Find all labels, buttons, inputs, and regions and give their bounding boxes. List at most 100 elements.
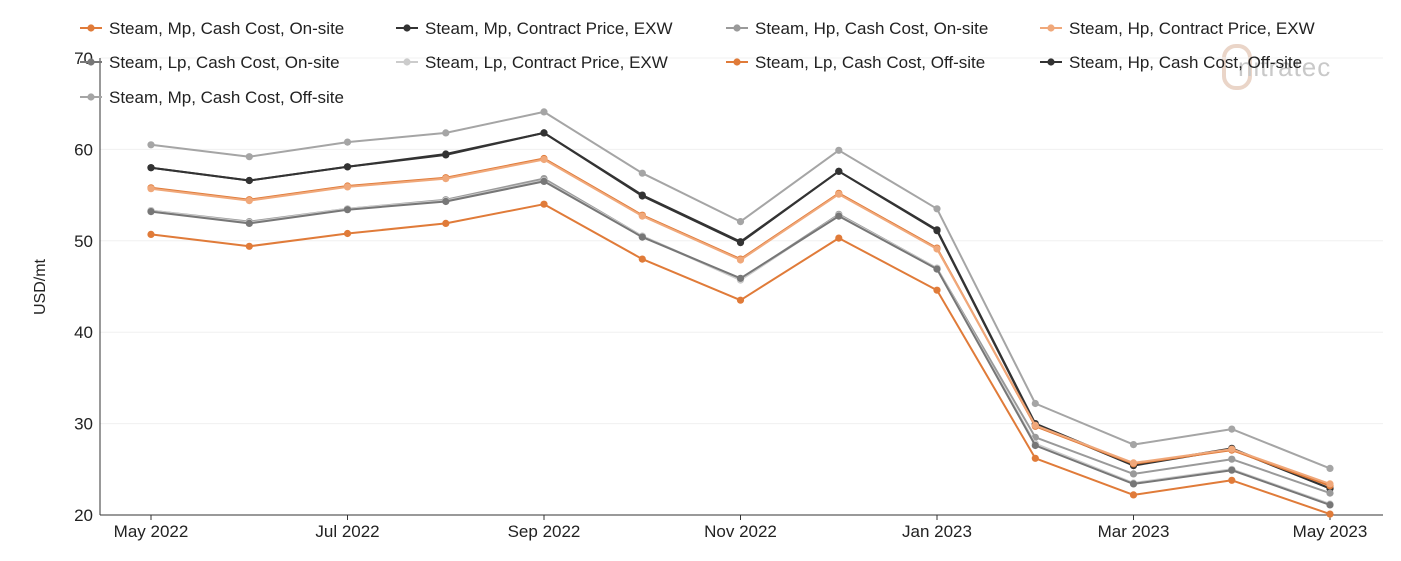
data-point[interactable]: [638, 212, 646, 220]
data-point[interactable]: [736, 296, 745, 304]
series-5: [147, 177, 1334, 509]
data-point[interactable]: [245, 197, 253, 205]
legend-item[interactable]: Steam, Hp, Cash Cost, On-site: [726, 19, 988, 38]
data-point[interactable]: [933, 226, 941, 234]
data-point[interactable]: [933, 245, 941, 253]
data-point[interactable]: [736, 256, 745, 264]
data-point[interactable]: [147, 185, 155, 193]
data-point[interactable]: [442, 175, 450, 183]
data-point[interactable]: [540, 108, 548, 116]
legend-item[interactable]: Steam, Hp, Contract Price, EXW: [1040, 19, 1315, 38]
legend-item[interactable]: Steam, Lp, Cash Cost, On-site: [80, 53, 340, 72]
data-point[interactable]: [1129, 480, 1138, 488]
legend-swatch-marker: [403, 58, 411, 66]
data-point[interactable]: [933, 205, 941, 213]
data-point[interactable]: [540, 177, 548, 185]
data-point[interactable]: [540, 129, 548, 137]
legend-swatch-marker: [733, 24, 741, 32]
logo-text: nitratec: [1238, 52, 1331, 82]
data-point[interactable]: [1129, 441, 1138, 449]
data-point[interactable]: [638, 233, 646, 241]
data-point[interactable]: [835, 167, 843, 175]
data-point[interactable]: [1129, 470, 1138, 478]
data-point[interactable]: [1031, 441, 1039, 450]
data-point[interactable]: [442, 150, 450, 158]
x-tick-label: Jul 2022: [315, 522, 379, 541]
data-point[interactable]: [245, 219, 253, 227]
legend-item[interactable]: Steam, Mp, Contract Price, EXW: [396, 19, 673, 38]
series-line: [150, 157, 1331, 487]
data-point[interactable]: [1031, 399, 1039, 408]
legend-label: Steam, Mp, Cash Cost, Off-site: [109, 88, 344, 107]
data-point[interactable]: [245, 176, 253, 185]
data-point[interactable]: [147, 208, 155, 216]
legend: Steam, Mp, Cash Cost, On-site Steam, Mp, …: [80, 19, 1315, 107]
legend-item[interactable]: Steam, Mp, Cash Cost, Off-site: [80, 88, 344, 107]
data-point[interactable]: [1326, 489, 1334, 497]
data-point[interactable]: [343, 183, 352, 191]
data-point[interactable]: [540, 155, 548, 164]
legend-item[interactable]: Steam, Hp, Cash Cost, Off-site: [1040, 53, 1302, 72]
data-point[interactable]: [1228, 445, 1236, 453]
data-point[interactable]: [343, 138, 352, 146]
legend-swatch-marker: [87, 93, 95, 101]
data-point[interactable]: [147, 230, 155, 238]
data-point[interactable]: [442, 129, 450, 137]
x-tick-label: Jan 2023: [902, 522, 972, 541]
series-line: [150, 131, 1331, 490]
y-tick-label: 40: [74, 323, 93, 342]
data-point[interactable]: [1031, 421, 1039, 429]
data-point[interactable]: [835, 146, 843, 154]
data-point[interactable]: [1228, 455, 1236, 463]
data-point[interactable]: [933, 286, 941, 294]
data-point[interactable]: [1031, 454, 1039, 462]
series-line: [150, 179, 1331, 505]
legend-item[interactable]: Steam, Mp, Cash Cost, On-site: [80, 19, 344, 38]
data-point[interactable]: [1129, 491, 1138, 499]
data-point[interactable]: [736, 238, 745, 246]
nitratec-logo: nitratec: [1222, 44, 1331, 90]
data-point[interactable]: [638, 255, 646, 263]
series-9: [147, 108, 1334, 472]
data-point[interactable]: [835, 212, 843, 220]
data-point[interactable]: [1228, 425, 1236, 433]
data-point[interactable]: [638, 191, 646, 199]
y-tick-label: 30: [74, 415, 93, 434]
legend-swatch-marker: [733, 58, 741, 66]
data-point[interactable]: [835, 190, 843, 198]
data-point[interactable]: [933, 265, 941, 273]
legend-swatch-marker: [87, 24, 95, 32]
data-point[interactable]: [1129, 459, 1138, 467]
data-point[interactable]: [442, 197, 450, 206]
series-2: [147, 129, 1334, 493]
data-point[interactable]: [540, 200, 548, 208]
data-point[interactable]: [1326, 510, 1334, 518]
series-line: [150, 110, 1331, 470]
legend-item[interactable]: Steam, Lp, Contract Price, EXW: [396, 53, 668, 72]
data-point[interactable]: [147, 164, 155, 172]
data-point[interactable]: [245, 242, 253, 250]
data-point[interactable]: [1326, 501, 1334, 509]
y-tick-label: 50: [74, 232, 93, 251]
data-point[interactable]: [835, 234, 843, 242]
data-point[interactable]: [442, 219, 450, 227]
y-tick-label: 20: [74, 506, 93, 525]
legend-item[interactable]: Steam, Lp, Cash Cost, Off-site: [726, 53, 985, 72]
data-point[interactable]: [1228, 466, 1236, 474]
gridlines: [100, 57, 1383, 425]
data-point[interactable]: [638, 169, 646, 177]
data-point[interactable]: [147, 141, 155, 149]
data-point[interactable]: [343, 163, 352, 171]
data-point[interactable]: [343, 206, 352, 214]
legend-swatch-marker: [1047, 24, 1055, 32]
data-point[interactable]: [1326, 480, 1334, 488]
data-point[interactable]: [245, 153, 253, 161]
legend-label: Steam, Mp, Cash Cost, On-site: [109, 19, 344, 38]
data-point[interactable]: [736, 218, 745, 226]
data-point[interactable]: [1326, 464, 1334, 472]
data-point[interactable]: [343, 229, 352, 238]
data-point[interactable]: [736, 274, 745, 282]
data-point[interactable]: [1228, 476, 1236, 484]
